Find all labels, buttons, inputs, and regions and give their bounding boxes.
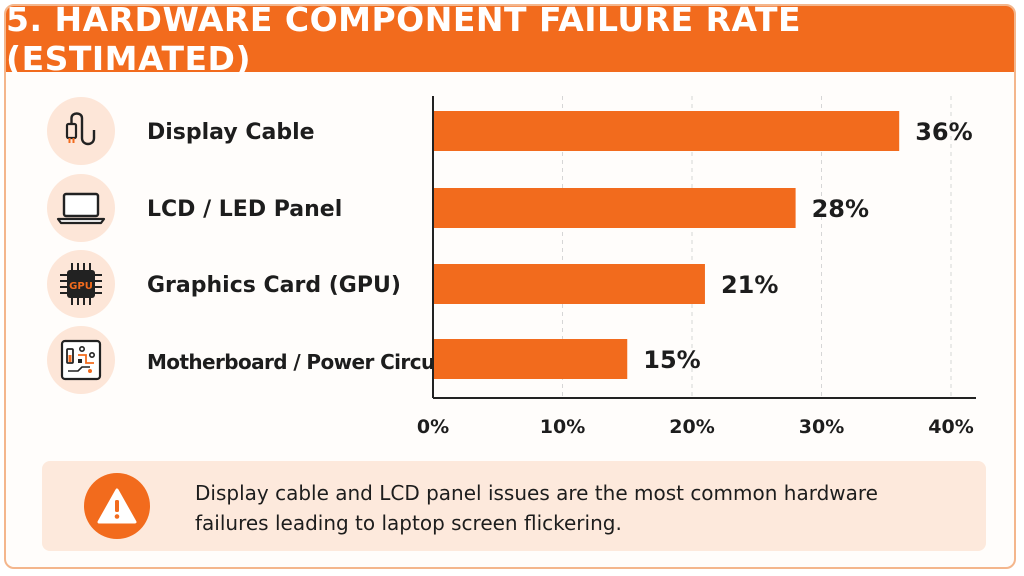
- row-label-graphics-card: Graphics Card (GPU): [147, 273, 401, 298]
- value-label: 15%: [643, 346, 700, 374]
- cable-icon: [47, 97, 115, 165]
- note-box: Display cable and LCD panel issues are t…: [42, 461, 986, 551]
- chart-card: 5. HARDWARE COMPONENT FAILURE RATE (ESTI…: [4, 4, 1016, 569]
- x-tick-label: 30%: [799, 416, 844, 438]
- value-label: 28%: [812, 195, 869, 223]
- laptop-icon: [47, 174, 115, 242]
- row-label-lcd-led-panel: LCD / LED Panel: [147, 197, 343, 222]
- bar-chart: 36% 28% 21% 15% 0% 10% 20% 30% 40%: [417, 96, 976, 438]
- gpu-chip-text: GPU: [69, 281, 93, 292]
- gpu-chip-icon: GPU: [47, 250, 115, 318]
- note-text: Display cable and LCD panel issues are t…: [195, 481, 878, 535]
- x-tick-label: 20%: [669, 416, 714, 438]
- x-tick-label: 0%: [417, 416, 449, 438]
- x-tick-label: 10%: [540, 416, 585, 438]
- value-label: 36%: [915, 118, 972, 146]
- warning-icon: [84, 473, 150, 539]
- chart-title: 5. HARDWARE COMPONENT FAILURE RATE (ESTI…: [6, 4, 802, 78]
- bar: [433, 339, 628, 379]
- row-label-display-cable: Display Cable: [147, 120, 315, 145]
- x-tick-label: 40%: [928, 416, 973, 438]
- row-label-motherboard: Motherboard / Power Circuit: [147, 350, 450, 374]
- title-banner: 5. HARDWARE COMPONENT FAILURE RATE (ESTI…: [6, 6, 1014, 78]
- bar: [433, 264, 705, 304]
- bar: [433, 111, 900, 151]
- value-label: 21%: [721, 271, 778, 299]
- circuit-board-icon: [47, 326, 115, 394]
- bar: [433, 188, 796, 228]
